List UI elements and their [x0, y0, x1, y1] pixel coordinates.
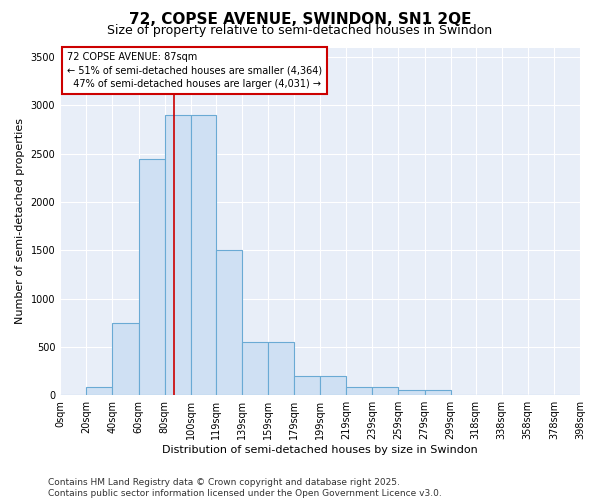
Bar [373, 388, 398, 395]
Bar [268, 342, 294, 395]
Y-axis label: Number of semi-detached properties: Number of semi-detached properties [15, 118, 25, 324]
X-axis label: Distribution of semi-detached houses by size in Swindon: Distribution of semi-detached houses by … [162, 445, 478, 455]
Bar [191, 115, 215, 395]
Text: 72, COPSE AVENUE, SWINDON, SN1 2QE: 72, COPSE AVENUE, SWINDON, SN1 2QE [129, 12, 471, 28]
Bar [242, 342, 268, 395]
Text: 72 COPSE AVENUE: 87sqm
← 51% of semi-detached houses are smaller (4,364)
  47% o: 72 COPSE AVENUE: 87sqm ← 51% of semi-det… [67, 52, 322, 88]
Bar [346, 388, 373, 395]
Bar [425, 390, 451, 395]
Bar [215, 250, 242, 395]
Bar [398, 390, 425, 395]
Text: Contains HM Land Registry data © Crown copyright and database right 2025.
Contai: Contains HM Land Registry data © Crown c… [48, 478, 442, 498]
Bar [320, 376, 346, 395]
Bar [164, 115, 191, 395]
Bar [139, 158, 164, 395]
Text: Size of property relative to semi-detached houses in Swindon: Size of property relative to semi-detach… [107, 24, 493, 37]
Bar [112, 323, 139, 395]
Bar [294, 376, 320, 395]
Bar [86, 388, 112, 395]
